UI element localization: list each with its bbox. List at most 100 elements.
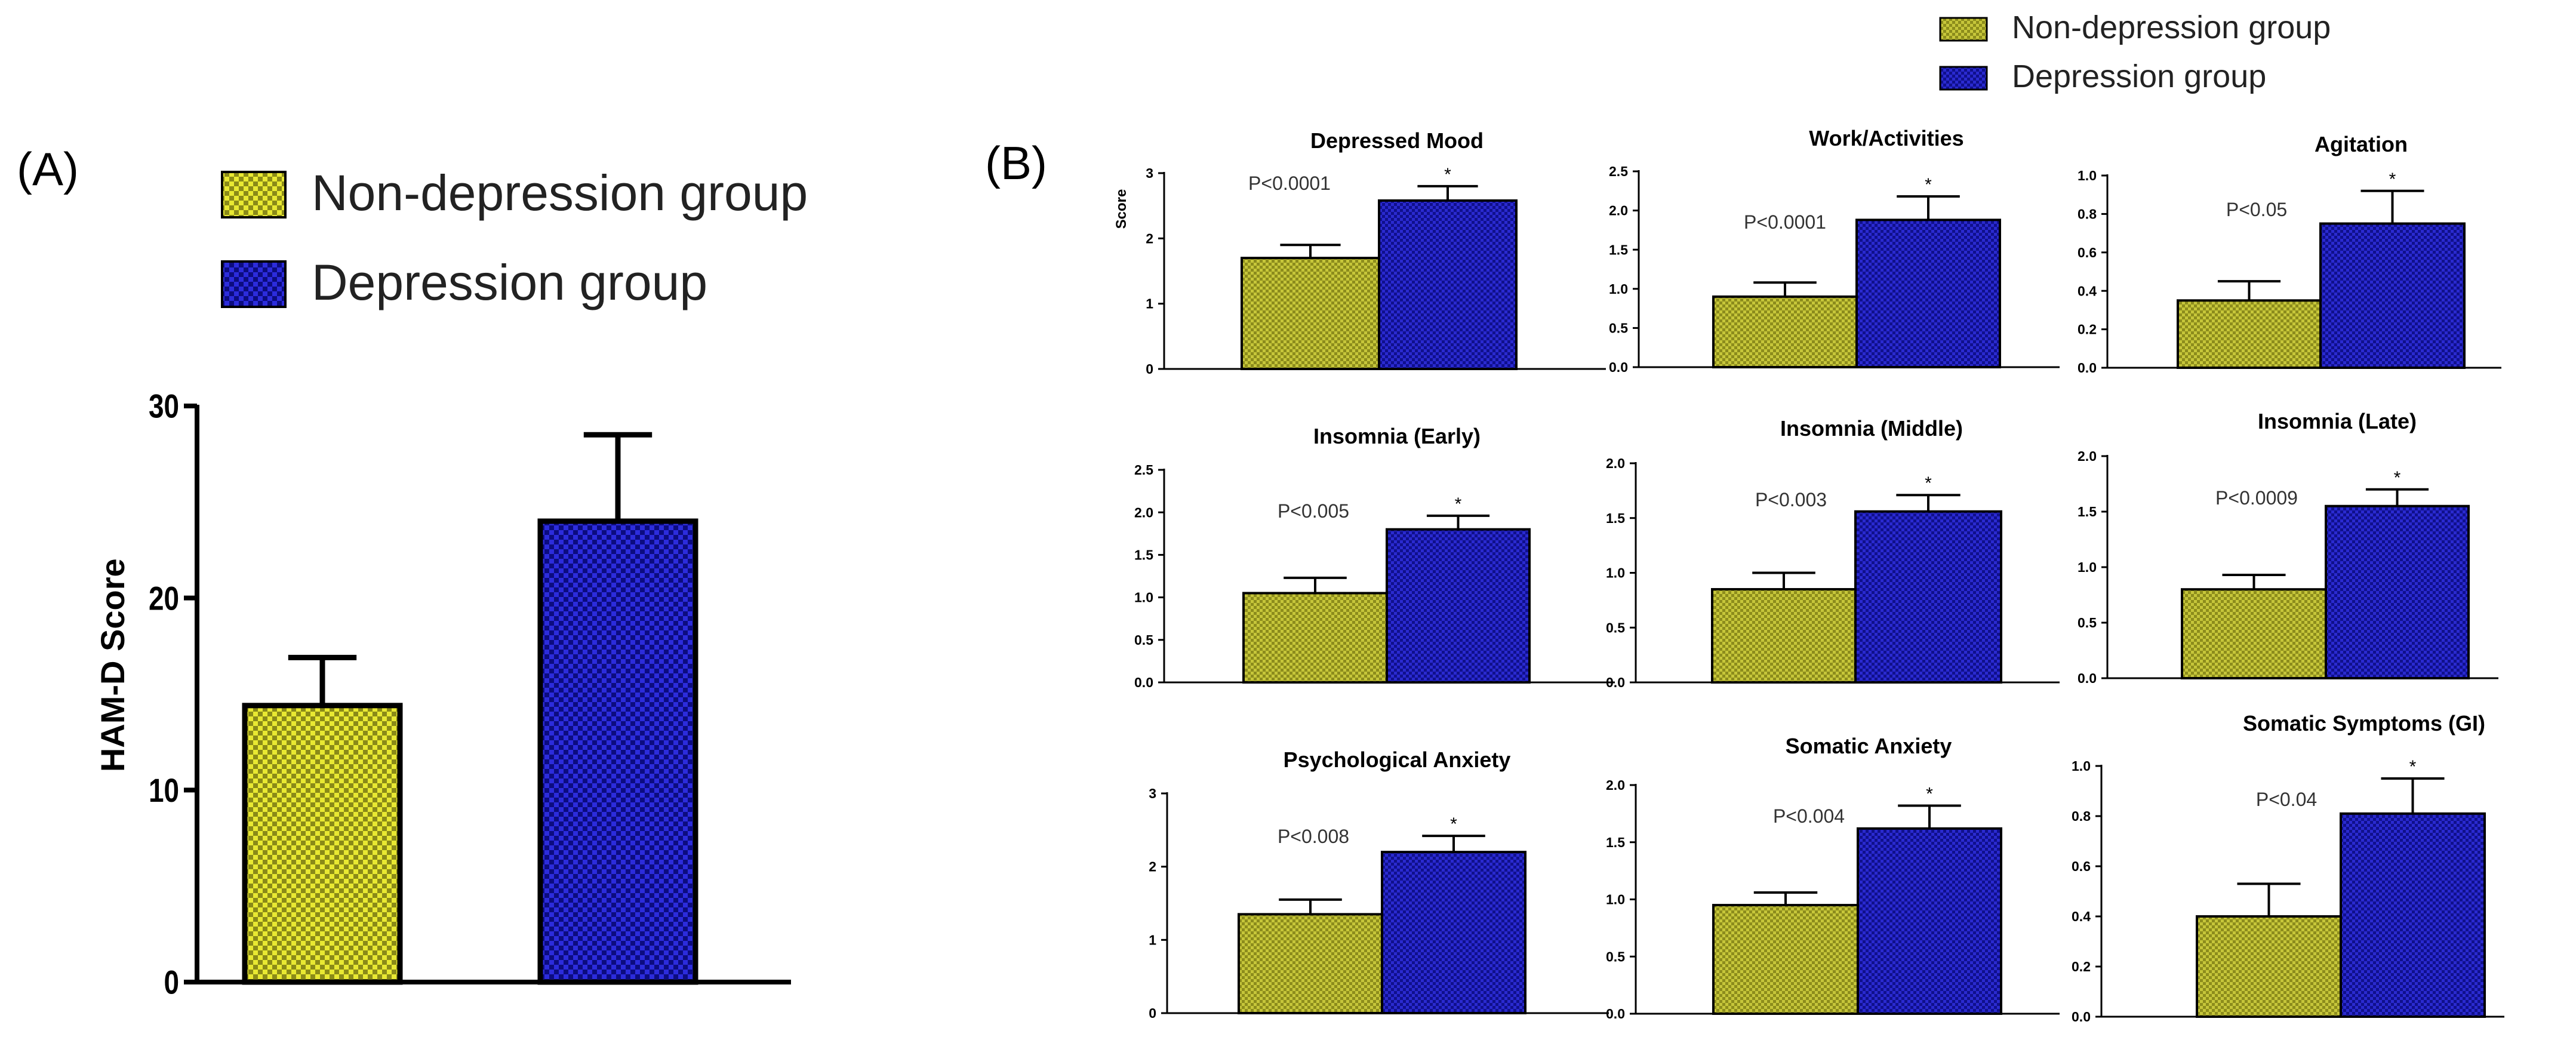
- significance-star: *: [1925, 175, 1932, 195]
- y-tick-label: 0.8: [2072, 808, 2091, 824]
- legend-a: Non-depression group Depression group: [221, 165, 808, 310]
- y-tick-label: 0: [1146, 361, 1153, 377]
- p-value-annotation: P<0.0001: [1248, 173, 1331, 194]
- significance-star: *: [1926, 784, 1933, 804]
- chart-b5: * 0.0 0.5 1.0 1.5 2.0 Insomnia (Middle) P<0.003: [1606, 416, 2060, 690]
- y-axis-label: Score: [1113, 189, 1129, 229]
- y-tick-label: 0.6: [2078, 245, 2097, 260]
- bar-non-depression: [2177, 299, 2322, 369]
- y-tick-label: 2.5: [1609, 164, 1628, 179]
- y-axis-label: HAM-D Score: [94, 558, 131, 772]
- y-tick-label: 1.0: [2078, 559, 2097, 575]
- y-tick-label: 1.0: [1606, 565, 1625, 581]
- y-tick-label: 0.0: [1606, 1006, 1625, 1021]
- significance-star: *: [1925, 473, 1932, 493]
- bar-non-depression: [1711, 588, 1857, 684]
- y-tick-label: 3: [1146, 165, 1153, 181]
- chart-b7: * 0 1 2 3 Psychological Anxiety P<0.008: [1149, 747, 1609, 1021]
- y-tick-label: 0.5: [1606, 949, 1625, 964]
- y-tick-label: 1.5: [1609, 242, 1628, 257]
- p-value-annotation: P<0.05: [2226, 199, 2287, 220]
- p-value-annotation: P<0.005: [1278, 500, 1349, 522]
- bar-depression: [2319, 222, 2466, 369]
- y-tick-label: 0.4: [2072, 909, 2091, 924]
- y-tick-label: 0.5: [1134, 632, 1153, 648]
- y-tick-label: 2.0: [1606, 456, 1625, 471]
- y-tick-label: 0.0: [2078, 360, 2097, 376]
- chart-title: Insomnia (Middle): [1780, 416, 1963, 441]
- y-tick-label: 1.5: [1134, 547, 1153, 562]
- panel-b-label: (B): [985, 137, 1047, 189]
- bar-depression: [2325, 504, 2470, 679]
- y-tick-label: 0.5: [1609, 320, 1628, 336]
- chart-b3: * 0.0 0.2 0.4 0.6 0.8 1.0 Agitation P<0.05: [2078, 132, 2501, 376]
- y-tick-label: 20: [149, 580, 179, 617]
- chart-b1: * 0 1 2 3 Score Depressed Mood P<0.0001: [1113, 128, 1606, 377]
- y-tick-label: 2.0: [1606, 777, 1625, 793]
- significance-star: *: [1450, 814, 1457, 834]
- bar-non-depression: [1712, 295, 1858, 369]
- y-tick-label: 2.0: [2078, 448, 2097, 464]
- significance-star: *: [1455, 494, 1462, 514]
- chart-title: Psychological Anxiety: [1284, 747, 1511, 772]
- y-tick-label: 0.2: [2072, 959, 2091, 974]
- chart-title: Somatic Anxiety: [1786, 734, 1952, 758]
- p-value-annotation: P<0.008: [1278, 826, 1349, 847]
- y-tick-label: 0.0: [2072, 1009, 2091, 1024]
- chart-b9: * 0.0 0.2 0.4 0.6 0.8 1.0 Somatic Symptoms (GI)…: [2072, 711, 2504, 1024]
- p-value-annotation: P<0.003: [1755, 489, 1827, 510]
- bar-non-depression: [1238, 913, 1383, 1015]
- legend-a-label-non-depression: Non-depression group: [312, 165, 808, 221]
- p-value-annotation: P<0.0009: [2215, 487, 2298, 509]
- y-tick-label: 1.0: [1606, 892, 1625, 907]
- y-tick-label: 1.0: [1134, 590, 1153, 605]
- bar-depression: [1378, 199, 1518, 370]
- chart-a: 0 10 20 30 HAM-D Score: [94, 387, 791, 1001]
- bar-depression: [1857, 827, 2002, 1016]
- significance-star: *: [2389, 170, 2396, 189]
- y-tick-label: 0: [164, 964, 179, 1001]
- chart-b6: * 0.0 0.5 1.0 1.5 2.0 Insomnia (Late) P<0.0009: [2078, 409, 2498, 686]
- bar-non-depression: [2196, 915, 2342, 1018]
- chart-title: Work/Activities: [1809, 126, 1963, 150]
- bar-non-depression: [2181, 588, 2327, 680]
- legend-b-label-depression: Depression group: [2012, 59, 2266, 94]
- y-tick-label: 2.0: [1134, 504, 1153, 520]
- y-tick-label: 1: [1149, 932, 1156, 947]
- panel-a-label: (A): [17, 143, 79, 195]
- y-tick-label: 10: [149, 772, 179, 809]
- legend-b: Non-depression group Depression group: [1939, 10, 2331, 94]
- y-tick-label: 1.5: [2078, 504, 2097, 519]
- y-tick-label: 1.5: [1606, 510, 1625, 526]
- y-tick-label: 2: [1146, 230, 1153, 246]
- chart-title: Depressed Mood: [1310, 128, 1484, 153]
- y-tick-label: 1.0: [2072, 758, 2091, 774]
- y-tick-label: 2.5: [1134, 462, 1153, 478]
- y-tick-label: 0: [1149, 1005, 1156, 1021]
- legend-a-swatch-depression: [221, 260, 287, 308]
- legend-b-swatch-depression: [1939, 66, 1988, 91]
- bar-non-depression: [242, 703, 403, 985]
- significance-star: *: [2394, 468, 2401, 488]
- chart-title: Insomnia (Early): [1313, 424, 1481, 448]
- legend-b-swatch-non-depression: [1939, 17, 1988, 42]
- chart-title: Insomnia (Late): [2258, 409, 2417, 433]
- legend-a-swatch-non-depression: [221, 171, 287, 219]
- y-tick-label: 0.4: [2078, 283, 2097, 299]
- bar-non-depression: [1242, 592, 1388, 684]
- y-tick-label: 0.8: [2078, 206, 2097, 221]
- y-tick-label: 0.5: [2078, 615, 2097, 630]
- p-value-annotation: P<0.04: [2256, 789, 2317, 810]
- bar-depression: [1381, 851, 1526, 1014]
- chart-title: Somatic Symptoms (GI): [2243, 711, 2485, 736]
- y-tick-label: 1.0: [2078, 168, 2097, 183]
- bar-depression: [537, 518, 698, 985]
- y-tick-label: 3: [1149, 786, 1156, 801]
- significance-star: *: [2409, 757, 2417, 777]
- y-tick-label: 0.2: [2078, 322, 2097, 337]
- y-tick-label: 0.0: [2078, 670, 2097, 686]
- y-tick-label: 0.0: [1609, 359, 1628, 375]
- y-tick-label: 2.0: [1609, 203, 1628, 219]
- bar-non-depression: [1241, 257, 1380, 370]
